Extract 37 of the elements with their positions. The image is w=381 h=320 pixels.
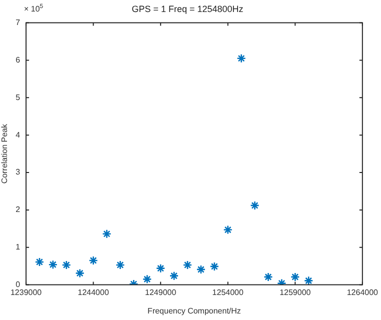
point bbox=[116, 260, 125, 270]
y-tick-label: 4 bbox=[16, 130, 21, 140]
x-tick-label: 1264000 bbox=[346, 288, 379, 297]
point bbox=[196, 264, 206, 274]
y-axis-title: Correlation Peak bbox=[0, 123, 10, 184]
point bbox=[102, 229, 112, 239]
point bbox=[75, 268, 85, 278]
x-tick-label: 1259000 bbox=[280, 288, 312, 297]
point bbox=[223, 225, 233, 234]
x-tick-label: 1239000 bbox=[10, 288, 42, 297]
x-tick-label: 1244000 bbox=[78, 288, 110, 297]
y-tick-label: 1 bbox=[16, 242, 21, 252]
x-tick-label: 1254000 bbox=[212, 288, 244, 297]
point bbox=[142, 274, 152, 284]
point bbox=[34, 257, 44, 267]
point bbox=[250, 200, 260, 210]
y-tick-label: 3 bbox=[16, 168, 21, 177]
y-tick-label: 0 bbox=[16, 280, 21, 290]
y-tick-label: 5 bbox=[16, 92, 21, 102]
text: × 10$^{5}$ bbox=[24, 4, 44, 14]
point bbox=[62, 260, 72, 270]
point bbox=[48, 260, 58, 270]
x-tick-label: 1249000 bbox=[145, 288, 177, 297]
point bbox=[290, 272, 300, 282]
y-tick-label: 7 bbox=[16, 18, 21, 28]
y-tick-label: 6 bbox=[16, 55, 21, 64]
chart-title: GPS = 1 Freq = 1254800Hz bbox=[132, 4, 244, 14]
point bbox=[169, 271, 179, 280]
point bbox=[304, 276, 314, 285]
point bbox=[210, 262, 220, 272]
point bbox=[182, 260, 192, 270]
point bbox=[88, 256, 98, 266]
y-tick-label: 2 bbox=[16, 205, 21, 214]
point bbox=[156, 264, 166, 273]
point bbox=[264, 272, 273, 282]
point bbox=[236, 54, 246, 64]
x-axis-title: Frequency Component/Hz bbox=[148, 306, 241, 316]
